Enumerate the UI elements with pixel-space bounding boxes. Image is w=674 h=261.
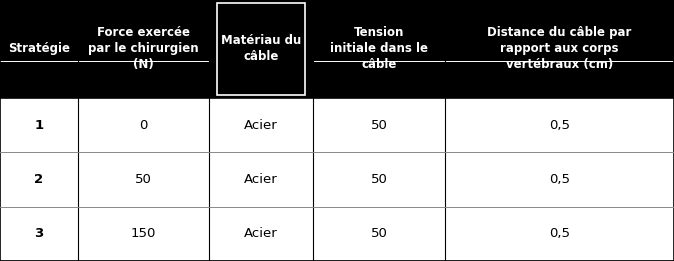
Text: Acier: Acier (244, 118, 278, 132)
Bar (445, 0, 674, 98)
Text: 3: 3 (34, 227, 43, 240)
Text: Matériau du
câble: Matériau du câble (221, 34, 301, 63)
Text: 0: 0 (139, 118, 148, 132)
Bar (209, 207, 313, 261)
Text: 50: 50 (371, 173, 388, 186)
Bar (313, 98, 445, 152)
Bar (217, 3, 305, 95)
Bar (0, 98, 78, 152)
Bar (445, 152, 674, 207)
Bar (445, 98, 674, 152)
Text: Force exercée
par le chirurgien
(N): Force exercée par le chirurgien (N) (88, 26, 199, 72)
Text: Acier: Acier (244, 227, 278, 240)
Bar (313, 152, 445, 207)
Bar (78, 98, 209, 152)
Bar (313, 0, 445, 98)
Bar (209, 98, 313, 152)
Bar (0, 152, 78, 207)
Bar (78, 152, 209, 207)
Text: Acier: Acier (244, 173, 278, 186)
Bar (0, 0, 78, 98)
Text: Stratégie: Stratégie (8, 43, 69, 55)
Text: 150: 150 (131, 227, 156, 240)
Bar (78, 207, 209, 261)
Bar (78, 0, 209, 98)
Text: 0,5: 0,5 (549, 173, 570, 186)
Bar (209, 0, 313, 98)
Text: 50: 50 (371, 118, 388, 132)
Text: 0,5: 0,5 (549, 118, 570, 132)
Text: Distance du câble par
rapport aux corps
vertébraux (cm): Distance du câble par rapport aux corps … (487, 26, 632, 72)
Text: Tension
initiale dans le
câble: Tension initiale dans le câble (330, 26, 428, 72)
Text: 0,5: 0,5 (549, 227, 570, 240)
Text: 50: 50 (371, 227, 388, 240)
Text: 1: 1 (34, 118, 43, 132)
Text: 50: 50 (135, 173, 152, 186)
Bar (209, 152, 313, 207)
Bar (445, 207, 674, 261)
Bar (313, 207, 445, 261)
Text: 2: 2 (34, 173, 43, 186)
Bar (0, 207, 78, 261)
